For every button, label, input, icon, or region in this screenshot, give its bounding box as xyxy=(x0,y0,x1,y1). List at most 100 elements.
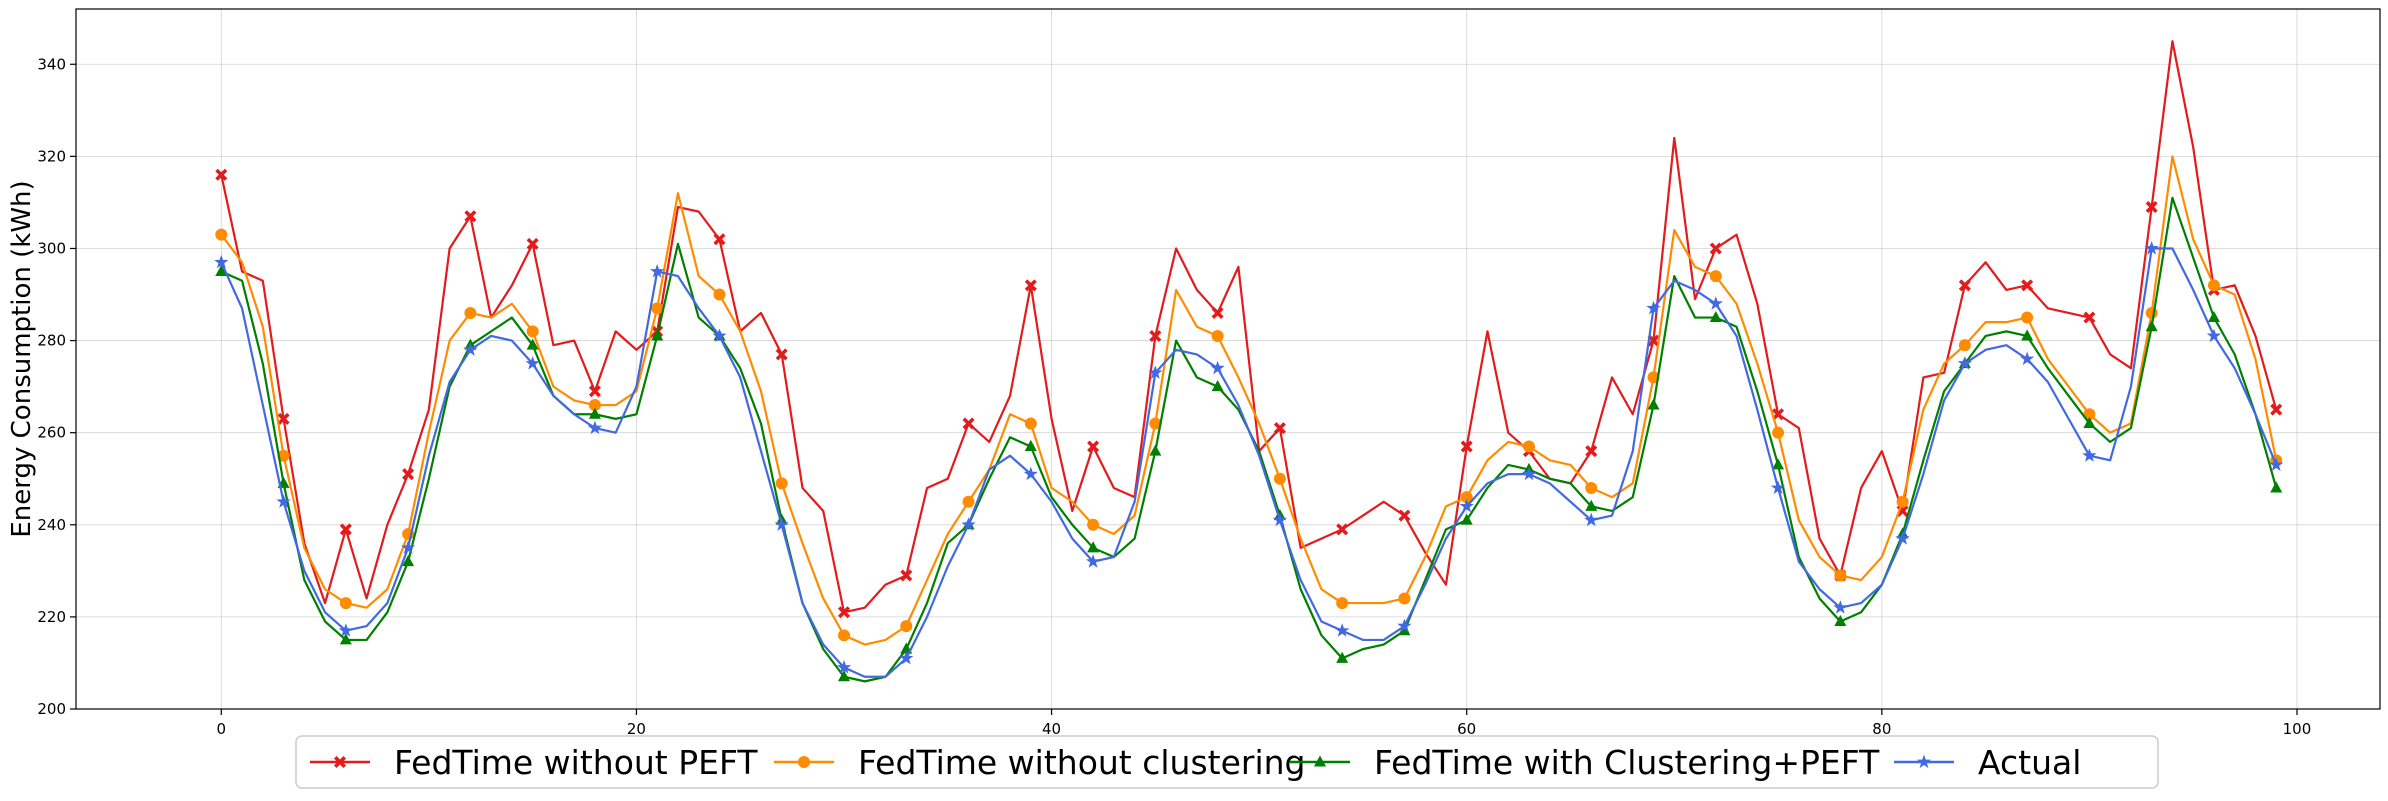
data-point xyxy=(526,237,539,250)
data-point xyxy=(1896,495,1909,508)
data-point xyxy=(1149,329,1162,342)
data-point xyxy=(1584,512,1599,527)
series-0 xyxy=(215,40,2283,619)
data-point xyxy=(1024,279,1037,292)
data-point xyxy=(1459,498,1474,513)
data-point xyxy=(1085,554,1101,568)
data-point xyxy=(587,420,603,435)
data-point xyxy=(588,399,601,412)
y-tick-label: 280 xyxy=(37,332,66,350)
data-point xyxy=(962,417,975,430)
legend-item: FedTime without clustering xyxy=(774,743,1305,782)
data-point xyxy=(1772,458,1785,470)
legend: FedTime without PEFT FedTime without clus… xyxy=(295,735,2159,789)
data-point xyxy=(2083,416,2096,428)
data-point xyxy=(1709,242,1722,255)
data-point xyxy=(339,633,352,645)
data-point xyxy=(774,517,789,531)
data-point xyxy=(215,168,228,181)
series-1 xyxy=(215,155,2283,646)
series-line xyxy=(220,40,2278,614)
data-point xyxy=(525,356,540,370)
data-point xyxy=(838,629,850,642)
data-point xyxy=(713,233,726,246)
data-point xyxy=(775,477,788,490)
data-point xyxy=(651,302,664,315)
data-point xyxy=(836,660,852,674)
data-point xyxy=(1460,440,1473,453)
series-line xyxy=(220,247,2278,678)
y-tick-label: 220 xyxy=(37,608,66,626)
data-point xyxy=(2145,320,2158,332)
legend-label: FedTime without PEFT xyxy=(394,743,758,782)
data-point xyxy=(2145,306,2158,319)
x-tick-label: 100 xyxy=(2283,720,2312,738)
legend-marker xyxy=(1314,755,1326,767)
data-point xyxy=(1834,569,1847,582)
data-point xyxy=(526,325,539,338)
data-point xyxy=(1023,466,1038,481)
series-layer xyxy=(214,40,2284,683)
data-point xyxy=(1708,296,1723,310)
data-point xyxy=(2020,351,2035,366)
data-point xyxy=(1772,426,1785,439)
data-point xyxy=(277,449,290,462)
data-point xyxy=(1397,618,1412,633)
data-point xyxy=(1087,541,1100,553)
data-point xyxy=(215,228,228,241)
data-point xyxy=(2082,448,2097,462)
data-point xyxy=(463,342,478,356)
legend-marker xyxy=(798,756,810,768)
data-point xyxy=(713,288,726,301)
data-point xyxy=(1957,356,1972,370)
data-point xyxy=(1709,310,1722,323)
data-point xyxy=(775,348,788,361)
y-tick-label: 300 xyxy=(37,239,66,257)
data-point xyxy=(2269,457,2284,471)
data-point xyxy=(961,517,976,531)
data-point xyxy=(2145,201,2158,214)
data-point xyxy=(1585,481,1598,494)
data-point xyxy=(1148,365,1163,379)
data-point xyxy=(900,569,913,582)
data-point xyxy=(2083,311,2096,324)
data-point xyxy=(1585,445,1598,458)
legend-label: FedTime without clustering xyxy=(858,743,1305,782)
data-point xyxy=(1958,339,1971,352)
y-tick-label: 260 xyxy=(37,424,66,442)
data-point xyxy=(588,407,601,419)
series-3 xyxy=(214,240,2284,678)
y-tick-label: 240 xyxy=(37,516,66,534)
data-point xyxy=(1772,408,1785,421)
grid xyxy=(76,9,2380,710)
data-point xyxy=(1087,440,1100,453)
data-point xyxy=(1336,523,1349,536)
data-point xyxy=(402,555,415,567)
data-point xyxy=(2021,311,2034,324)
data-point xyxy=(214,254,229,269)
data-point xyxy=(1398,592,1411,605)
data-point xyxy=(339,597,352,610)
data-point xyxy=(838,606,850,619)
series-line xyxy=(220,155,2278,646)
data-point xyxy=(1460,513,1473,525)
data-point xyxy=(276,494,291,508)
x-tick-label: 40 xyxy=(1042,720,1061,738)
data-point xyxy=(588,385,601,398)
data-point xyxy=(2144,240,2159,255)
data-point xyxy=(1585,499,1598,511)
legend-marker xyxy=(1916,754,1932,769)
x-tick-label: 80 xyxy=(1872,720,1891,738)
legend-label: FedTime with Clustering+PEFT xyxy=(1374,743,1880,782)
data-point xyxy=(962,495,975,508)
data-point xyxy=(1647,398,1660,410)
y-tick-label: 320 xyxy=(37,147,66,165)
data-point xyxy=(1646,300,1661,315)
data-point xyxy=(1336,597,1349,610)
data-point xyxy=(1149,444,1162,456)
plot-frame xyxy=(75,8,2381,710)
data-point xyxy=(838,670,850,682)
data-point xyxy=(1522,440,1535,453)
data-point xyxy=(1398,624,1411,636)
